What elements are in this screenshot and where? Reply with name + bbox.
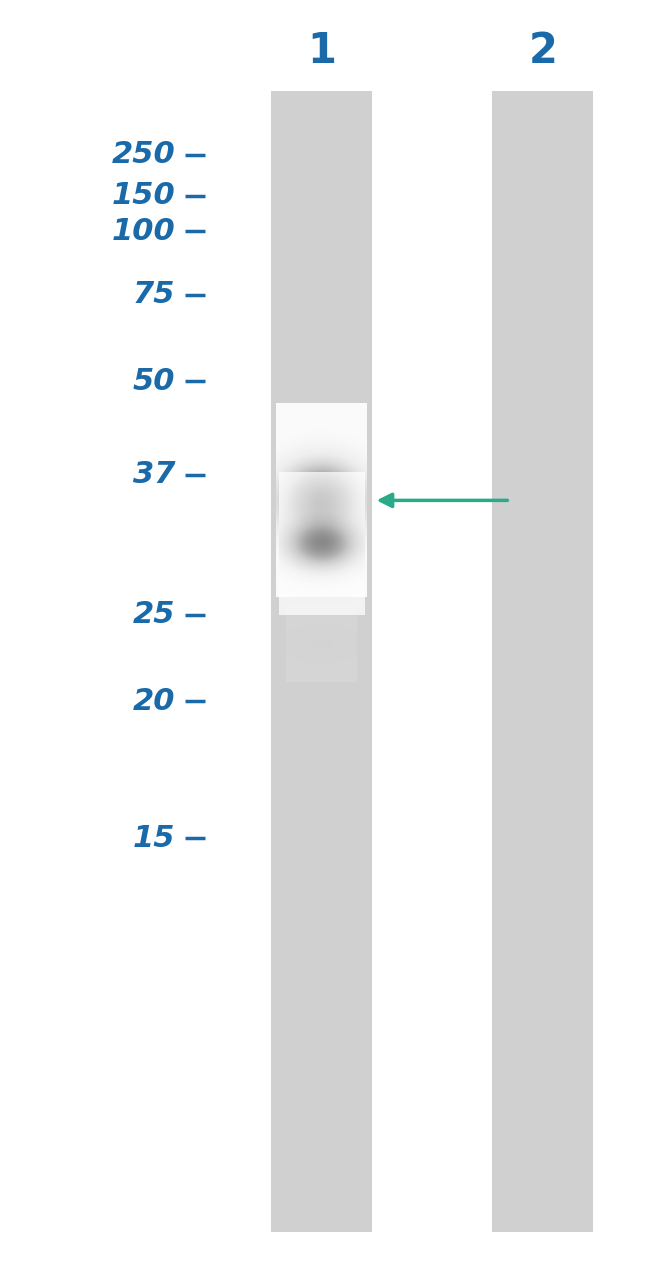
Text: 37: 37 xyxy=(133,461,176,489)
Text: 25: 25 xyxy=(133,601,176,629)
Bar xyxy=(272,91,372,1232)
Text: 15: 15 xyxy=(133,824,176,852)
Text: 150: 150 xyxy=(112,182,176,210)
Text: 2: 2 xyxy=(528,29,557,72)
Text: 100: 100 xyxy=(112,217,176,245)
Text: 20: 20 xyxy=(133,687,176,715)
Text: 1: 1 xyxy=(307,29,336,72)
Bar xyxy=(493,91,593,1232)
Text: 250: 250 xyxy=(112,141,176,169)
Text: 50: 50 xyxy=(133,367,176,395)
Text: 75: 75 xyxy=(133,281,176,309)
